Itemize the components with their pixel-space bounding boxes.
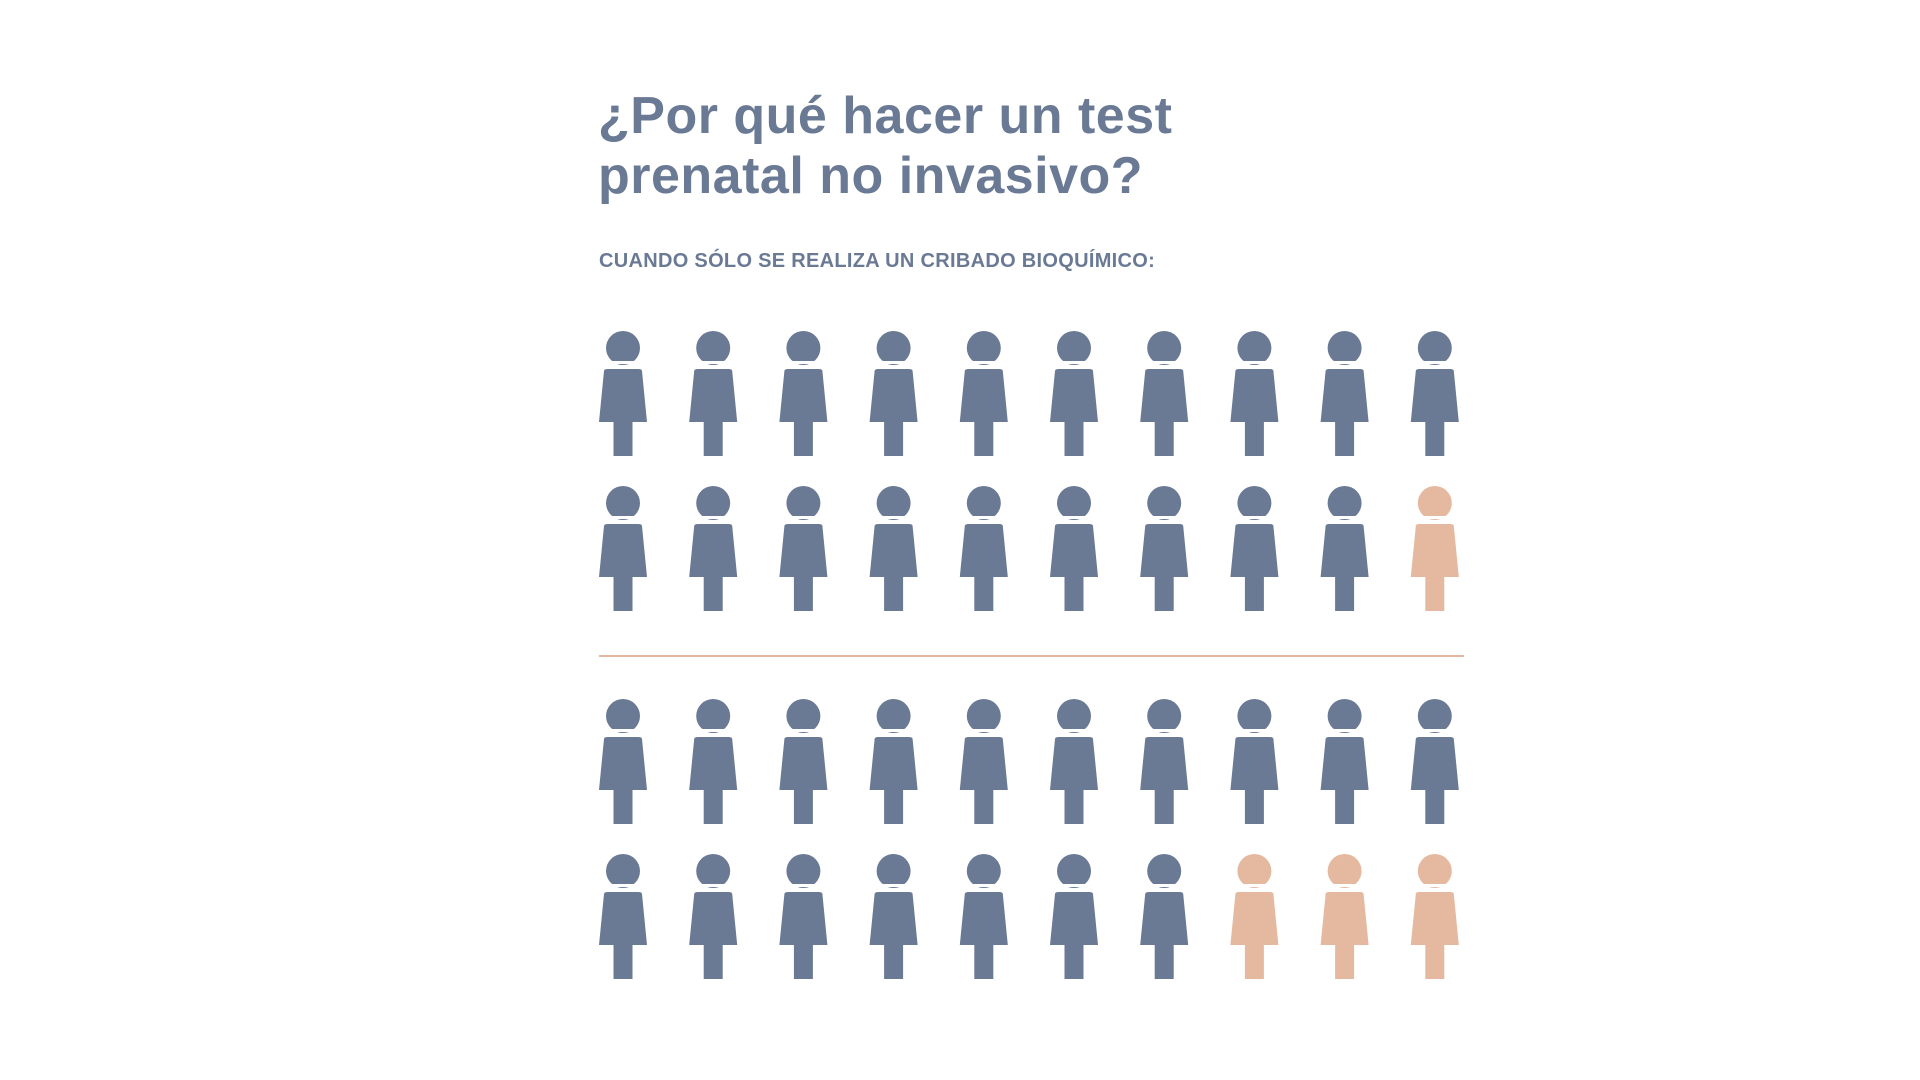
figure	[1050, 486, 1098, 611]
figure	[599, 699, 647, 824]
title: ¿Por qué hacer un test prenatal no invas…	[598, 87, 1173, 205]
figure	[1320, 486, 1369, 611]
figure	[1410, 331, 1459, 456]
figure-highlighted	[1410, 486, 1459, 611]
figure	[869, 699, 918, 824]
figure	[1320, 331, 1369, 456]
figure	[1140, 331, 1189, 456]
figure	[869, 331, 918, 456]
figure	[779, 331, 828, 456]
figure	[599, 854, 647, 979]
subtitle: CUANDO SÓLO SE REALIZA UN CRIBADO BIOQUÍ…	[599, 250, 1156, 272]
figure	[1050, 331, 1098, 456]
figure	[1140, 699, 1189, 824]
figure	[959, 486, 1008, 611]
figure-highlighted	[1410, 854, 1459, 979]
figure	[1230, 699, 1279, 824]
figure	[1410, 699, 1459, 824]
figure	[1320, 699, 1369, 824]
figure	[689, 699, 738, 824]
figure	[959, 854, 1008, 979]
figure	[869, 854, 918, 979]
figure	[779, 699, 828, 824]
figure	[779, 486, 828, 611]
figure	[689, 486, 738, 611]
figure	[599, 486, 647, 611]
figure	[779, 854, 828, 979]
figure	[689, 854, 738, 979]
figure	[869, 486, 918, 611]
figure	[1140, 854, 1189, 979]
figure-highlighted	[1230, 854, 1279, 979]
figure	[689, 331, 738, 456]
figure	[1230, 331, 1279, 456]
figure	[1050, 854, 1098, 979]
figure-highlighted	[1320, 854, 1369, 979]
figure	[599, 331, 647, 456]
figure	[1140, 486, 1189, 611]
figure	[959, 331, 1008, 456]
figure	[1230, 486, 1279, 611]
figure	[1050, 699, 1098, 824]
figure	[959, 699, 1008, 824]
